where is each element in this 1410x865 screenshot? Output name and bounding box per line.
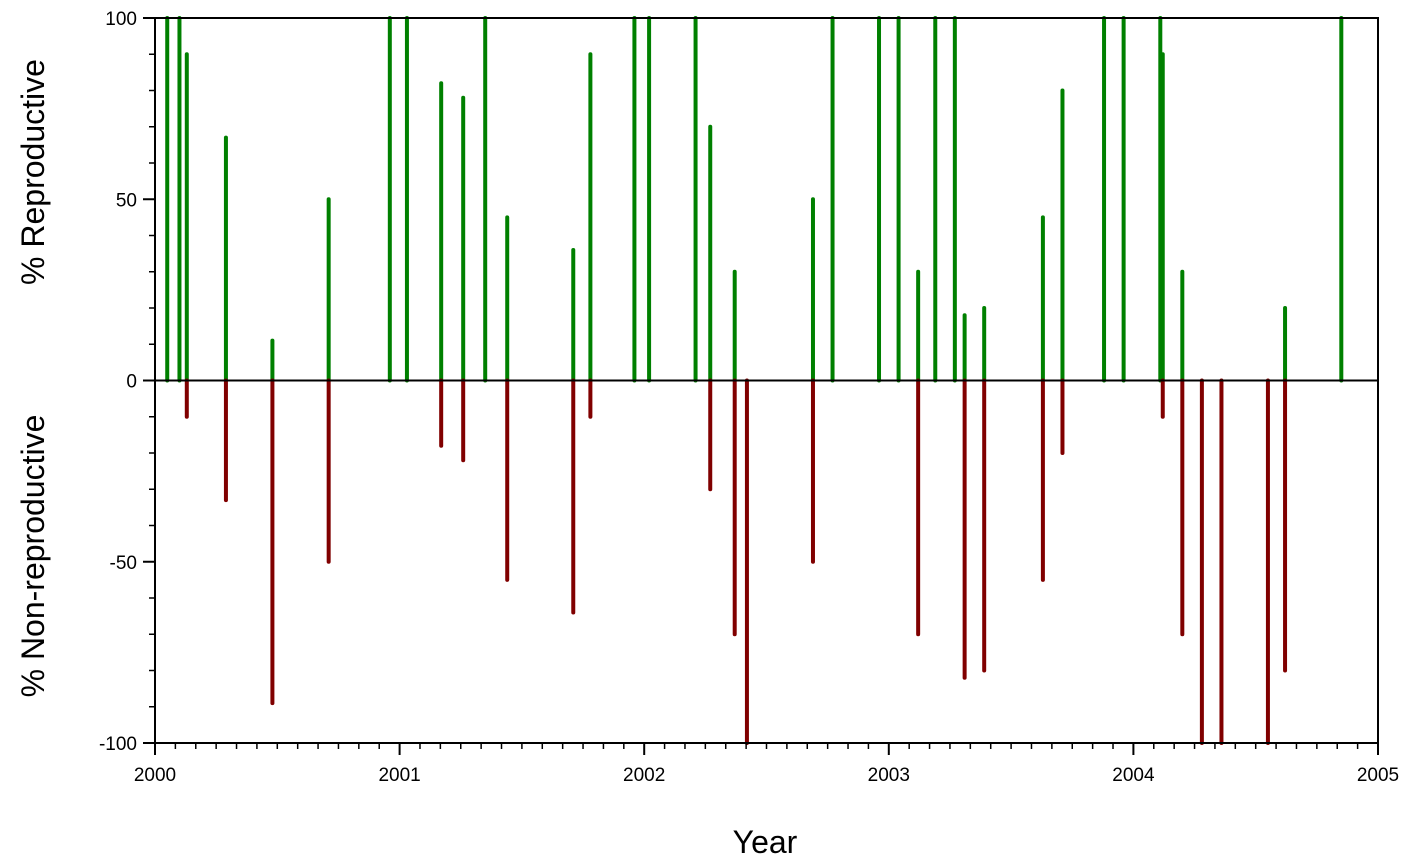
y-tick-label: -50 <box>110 553 137 574</box>
x-tick-label: 2003 <box>868 765 910 786</box>
x-tick-label: 2005 <box>1357 765 1399 786</box>
x-axis-title: Year <box>733 824 798 860</box>
labels-layer: Year % Reproductive % Non-reproductive 2… <box>15 9 1399 860</box>
x-tick-label: 2000 <box>134 765 176 786</box>
y-tick-label: -100 <box>99 734 137 755</box>
x-tick-label: 2002 <box>623 765 665 786</box>
bars-layer <box>165 16 1344 745</box>
y-axis-title-bottom: % Non-reproductive <box>15 415 51 698</box>
y-tick-label: 100 <box>105 9 137 30</box>
y-tick-label: 0 <box>126 372 137 393</box>
y-tick-label: 50 <box>116 190 137 211</box>
x-tick-label: 2004 <box>1112 765 1155 786</box>
x-tick-label: 2001 <box>378 765 420 786</box>
axes-layer <box>143 17 1379 755</box>
y-axis-title-top: % Reproductive <box>15 59 51 285</box>
